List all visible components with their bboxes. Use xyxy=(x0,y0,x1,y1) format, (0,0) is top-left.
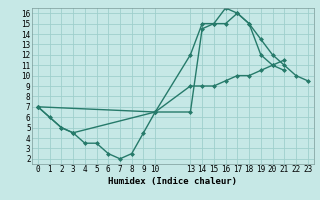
X-axis label: Humidex (Indice chaleur): Humidex (Indice chaleur) xyxy=(108,177,237,186)
